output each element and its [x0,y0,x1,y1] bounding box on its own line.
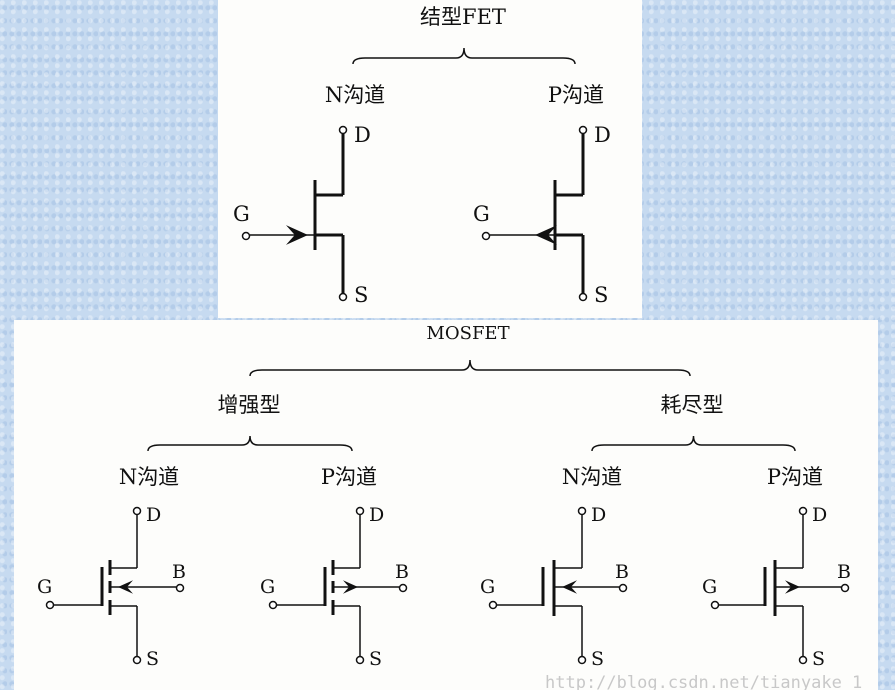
depletion-label: 耗尽型 [661,393,724,417]
jfet-p-drain-label: D [594,123,611,147]
dep-n-arrow-icon [562,580,577,594]
enh-n-label: N沟道 [119,465,179,489]
dep-n-gate-label: G [480,576,495,598]
enh-p-source-terminal [355,655,365,665]
dep-p-source-label: S [812,648,825,670]
dep-p-bulk-label: B [837,561,851,583]
mosfet-brace [249,359,691,377]
dep-p-gate-terminal [710,600,720,610]
enh-p-bulk-terminal [398,583,408,593]
enh-n-bulk-terminal [175,583,185,593]
jfet-p-label: P沟道 [548,83,604,107]
jfet-n-arrow-icon [286,225,308,245]
mosfet-title: MOSFET [426,323,509,344]
jfet-n-source-label: S [354,283,368,307]
dep-p-gate-label: G [702,576,717,598]
jfet-p-gate-terminal [481,231,491,241]
enh-n-gate-label: G [37,576,52,598]
enhancement-label: 增强型 [218,393,281,417]
dep-p-bulk-terminal [840,583,850,593]
dep-n-gate-terminal [488,600,498,610]
jfet-title: 结型FET [420,5,506,29]
jfet-n-gate-label: G [233,202,250,226]
mosfet-panel [14,320,878,690]
dep-p-label: P沟道 [767,465,823,489]
watermark: http://blog.csdn.net/tianyake_1 [545,673,862,690]
enh-p-drain-label: D [369,504,384,526]
enh-p-gate-terminal [268,600,278,610]
enh-p-arrow-icon [343,580,358,594]
jfet-n-drain-terminal [338,125,348,135]
jfet-n-gate-terminal [241,231,251,241]
enh-n-source-label: S [146,648,159,670]
dep-n-label: N沟道 [562,465,622,489]
jfet-p-source-terminal [578,292,588,302]
jfet-panel [218,0,642,318]
jfet-p-source-label: S [594,283,608,307]
dep-p-arrow-icon [785,580,800,594]
enh-p-bulk-label: B [395,561,409,583]
enh-n-bulk-label: B [172,561,186,583]
jfet-p-arrow-icon [535,225,557,245]
enh-n-drain-terminal [132,506,142,516]
enh-p-gate-label: G [260,576,275,598]
enh-n-source-terminal [132,655,142,665]
jfet-n-label: N沟道 [325,83,385,107]
jfet-p-gate-label: G [473,202,490,226]
enh-p-drain-terminal [355,506,365,516]
dep-p-drain-terminal [798,506,808,516]
enh-p-label: P沟道 [321,465,377,489]
enhancement-brace [147,435,353,452]
dep-n-source-terminal [577,655,587,665]
enh-n-arrow-icon [118,580,133,594]
jfet-p-drain-terminal [578,125,588,135]
depletion-brace [591,435,796,452]
jfet-n-drain-label: D [354,123,371,147]
dep-n-drain-terminal [577,506,587,516]
dep-n-bulk-terminal [618,583,628,593]
enh-n-drain-label: D [146,504,161,526]
enh-n-gate-terminal [45,600,55,610]
jfet-n-source-terminal [338,292,348,302]
dep-p-source-terminal [798,655,808,665]
dep-n-bulk-label: B [615,561,629,583]
dep-n-drain-label: D [591,504,606,526]
dep-p-drain-label: D [812,504,827,526]
jfet-brace [352,47,576,65]
enh-p-source-label: S [369,648,382,670]
dep-n-source-label: S [591,648,604,670]
